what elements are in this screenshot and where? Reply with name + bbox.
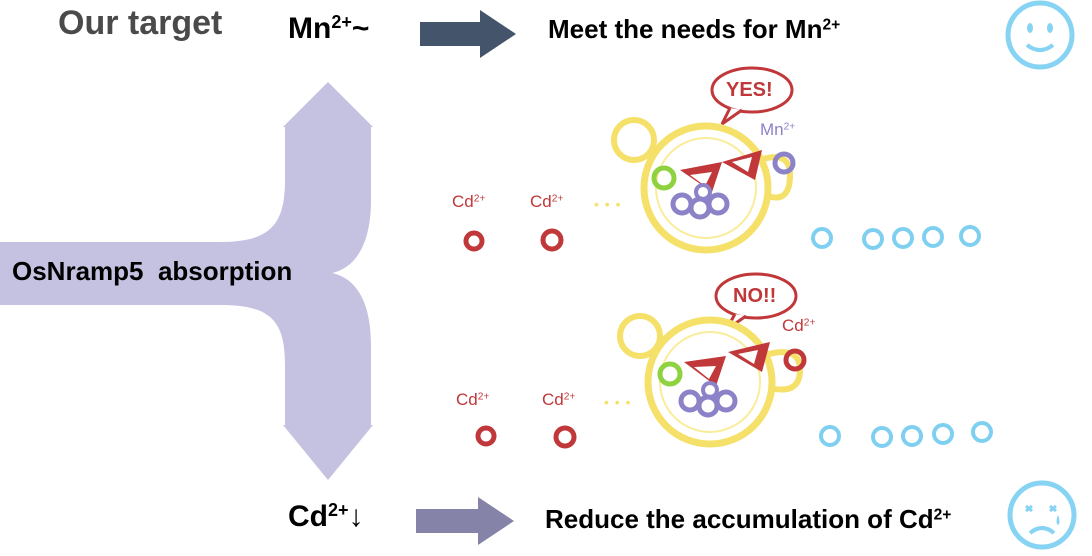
water-ion	[901, 425, 923, 447]
bottom-scene	[475, 272, 993, 449]
cd-ion-label: Cd2+↓	[288, 500, 364, 533]
mn-result-arrow	[420, 10, 516, 58]
top-ellipsis: • • •	[594, 196, 622, 212]
top-scene	[463, 66, 981, 254]
cd-result-text: Reduce the accumulation of Cd2+	[545, 504, 952, 534]
cd-result-arrow	[416, 497, 514, 545]
water-ion	[892, 227, 914, 249]
cd-ion-text: Cd2+	[530, 192, 564, 211]
smiley-face-icon	[1005, 0, 1075, 70]
sad-face-icon	[1007, 480, 1077, 550]
water-ion	[959, 225, 981, 247]
bottom-ellipsis: • • •	[604, 394, 632, 410]
mn-bound-label: Mn2+	[760, 120, 796, 139]
cd-ion	[553, 425, 577, 449]
water-ion	[871, 426, 893, 448]
cd-ion	[463, 230, 485, 252]
cd-ion	[475, 425, 497, 447]
page-title: Our target	[58, 4, 223, 42]
water-ion	[922, 226, 944, 248]
branch-label: OsNramp5 absorption	[12, 256, 293, 286]
water-ion	[819, 425, 841, 447]
water-ion	[932, 423, 954, 445]
cd-ion-text: Cd2+	[452, 192, 486, 211]
no-speech-bubble	[714, 272, 798, 332]
yes-speech-bubble	[710, 66, 794, 126]
cd-ion-text: Cd2+	[542, 390, 576, 409]
no-bubble-text: NO!!	[733, 285, 777, 307]
water-ion	[811, 227, 833, 249]
water-ion	[862, 228, 884, 250]
mn-result-text: Meet the needs for Mn2+	[548, 14, 841, 44]
transporter-creature-refusing	[617, 313, 807, 448]
cd-ion	[540, 228, 564, 252]
mn-ion-label: Mn2+~	[288, 12, 370, 45]
transporter-creature-happy	[611, 117, 796, 254]
yes-bubble-text: YES!	[726, 79, 773, 101]
osnramp5-branch-arrow	[0, 82, 373, 480]
cd-bound-label: Cd2+	[782, 316, 816, 335]
cd-ion-text: Cd2+	[456, 390, 490, 409]
water-ion	[971, 421, 993, 443]
